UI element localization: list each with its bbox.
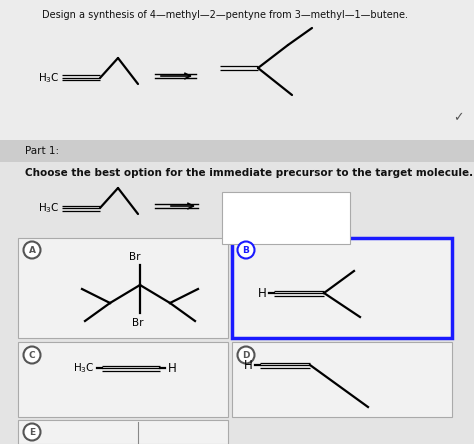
Text: Br: Br [132,318,144,328]
Text: A: A [28,246,36,254]
Bar [0,162,474,444]
Text: H$_3$C: H$_3$C [38,71,60,85]
Text: H: H [168,361,177,374]
Bar [0,140,474,162]
Text: C: C [29,350,35,360]
Text: H$_3$C: H$_3$C [73,361,95,375]
Text: Part 1:: Part 1: [25,146,59,156]
Text: H$_3$C: H$_3$C [38,201,60,215]
Bar [18,420,228,444]
Text: H: H [258,286,267,300]
Bar [232,238,452,338]
Bar [18,342,228,417]
Circle shape [24,424,40,440]
Bar [232,342,452,417]
Text: Design a synthesis of 4—methyl—2—pentyne from 3—methyl—1—butene.: Design a synthesis of 4—methyl—2—pentyne… [42,10,408,20]
Bar [222,192,350,244]
Text: D: D [242,350,250,360]
Circle shape [237,242,255,258]
Text: ✓: ✓ [453,111,463,124]
Circle shape [237,346,255,364]
Text: Br: Br [129,252,141,262]
Text: B: B [243,246,249,254]
Text: E: E [29,428,35,436]
Bar [0,0,474,140]
Circle shape [24,242,40,258]
Text: Choose the best option for the immediate precursor to the target molecule.: Choose the best option for the immediate… [25,168,473,178]
Text: H: H [244,358,253,372]
Circle shape [24,346,40,364]
Bar [18,238,228,338]
